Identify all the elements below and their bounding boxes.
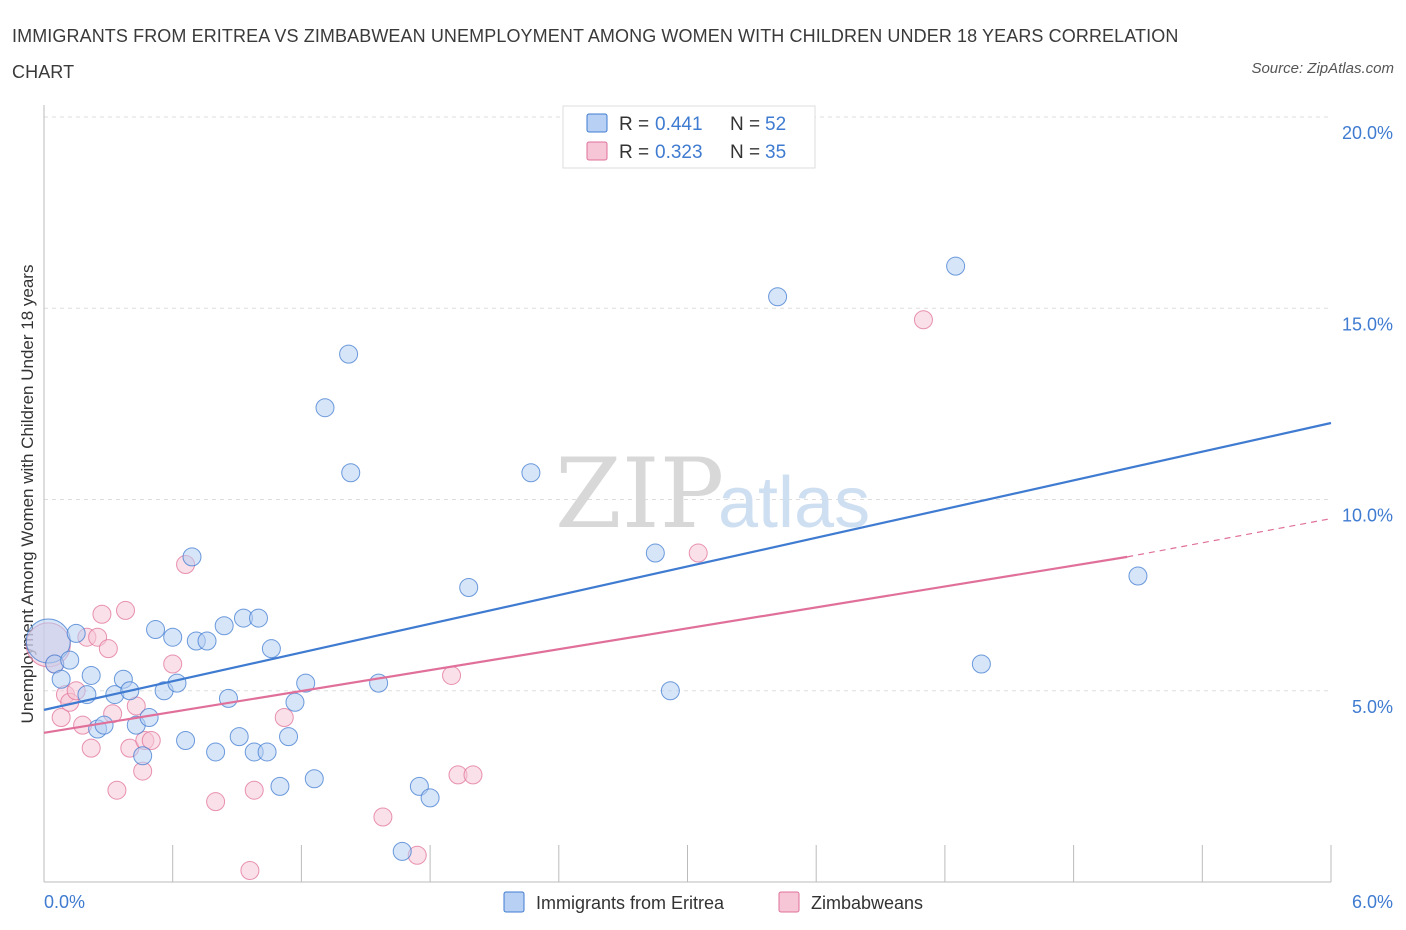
zimbabweans-trend-line: [43, 555, 1128, 734]
zimbabweans-point-30: [463, 765, 483, 785]
eritrea-point-23: [206, 742, 226, 762]
x-tick-label-max: 6.0%: [1352, 892, 1393, 912]
trend-lines: [43, 421, 1332, 734]
source-label: Source: ZipAtlas.com: [1251, 60, 1394, 77]
x-axis-ticks: [43, 845, 1332, 882]
eritrea-point-50: [971, 654, 991, 674]
y-tick-label-2: 15.0%: [1342, 314, 1393, 334]
eritrea-point-35: [296, 673, 316, 693]
zimbabweans-point-13: [107, 780, 127, 800]
eritrea-point-22: [197, 631, 217, 651]
eritrea-point-19: [176, 730, 196, 750]
zimbabweans-point-11: [98, 639, 118, 659]
eritrea-point-24: [214, 616, 234, 636]
watermark-zip: ZIP: [555, 438, 724, 550]
eritrea-point-48: [768, 287, 788, 307]
stats-legend: R = 0.441 N = 52 R = 0.323 N = 35: [562, 105, 816, 169]
eritrea-point-17: [163, 627, 183, 647]
zimbabweans-point-28: [442, 665, 462, 685]
zimbabweans-point-23: [240, 861, 260, 881]
stats-r-label-eritrea: R =: [619, 114, 649, 135]
eritrea-point-4: [51, 669, 71, 689]
eritrea-point-32: [270, 776, 290, 796]
eritrea-point-2: [60, 650, 80, 670]
stats-n-value-eritrea: 52: [765, 114, 786, 135]
eritrea-point-20: [182, 547, 202, 567]
zimbabweans-point-24: [244, 780, 264, 800]
zimbabweans-point-14: [116, 600, 136, 620]
zimbabweans-point-25: [274, 708, 294, 728]
eritrea-point-41: [392, 841, 412, 861]
eritrea-point-3: [66, 623, 86, 643]
eritrea-point-38: [339, 344, 359, 364]
zimbabweans-point-10: [92, 604, 112, 624]
eritrea-point-31: [261, 639, 281, 659]
stats-legend-swatch-zimbabweans: [586, 141, 608, 161]
stats-n-label-zimbabweans: N =: [730, 142, 760, 163]
zimbabweans-point-26: [373, 807, 393, 827]
y-axis-tick-labels: 5.0% 10.0% 15.0% 20.0%: [1342, 123, 1393, 717]
eritrea-point-33: [279, 727, 299, 747]
eritrea-trend-line: [43, 421, 1332, 711]
zimbabweans-point-22: [206, 792, 226, 812]
zimbabweans-point-32: [913, 310, 933, 330]
eritrea-point-26: [229, 727, 249, 747]
chart-title: IMMIGRANTS FROM ERITREA VS ZIMBABWEAN UN…: [12, 26, 1179, 82]
watermark: ZIP atlas: [555, 438, 870, 550]
eritrea-point-49: [946, 256, 966, 276]
eritrea-point-45: [521, 463, 541, 483]
legend-swatch-eritrea: [503, 891, 525, 913]
legend-label-zimbabweans: Zimbabweans: [811, 893, 923, 913]
eritrea-point-43: [420, 788, 440, 808]
stats-legend-swatch-eritrea: [586, 113, 608, 133]
eritrea-point-46: [645, 543, 665, 563]
zimbabweans-point-20: [163, 654, 183, 674]
zimbabweans-point-8: [81, 738, 101, 758]
eritrea-point-30: [257, 742, 277, 762]
zimbabweans-point-19: [141, 730, 161, 750]
y-tick-label-1: 10.0%: [1342, 506, 1393, 526]
eritrea-point-13: [133, 746, 153, 766]
series-legend: Immigrants from Eritrea Zimbabweans: [503, 891, 923, 913]
x-tick-label-min: 0.0%: [44, 892, 85, 912]
eritrea-point-47: [660, 681, 680, 701]
eritrea-point-29: [249, 608, 268, 628]
stats-r-label-zimbabweans: R =: [619, 142, 649, 163]
eritrea-point-15: [146, 620, 166, 640]
stats-n-label-eritrea: N =: [730, 114, 760, 135]
eritrea-point-34: [285, 692, 305, 712]
eritrea-point-39: [341, 463, 361, 483]
zimbabweans-trend-extension: [1127, 518, 1332, 558]
y-tick-label-0: 5.0%: [1352, 697, 1393, 717]
y-tick-label-3: 20.0%: [1342, 123, 1393, 143]
stats-n-value-zimbabweans: 35: [765, 142, 786, 163]
grid-lines: [44, 116, 1331, 692]
legend-label-eritrea: Immigrants from Eritrea: [536, 893, 725, 913]
eritrea-point-44: [459, 577, 479, 597]
eritrea-point-36: [304, 769, 324, 789]
zimbabweans-points: [25, 310, 933, 881]
eritrea-point-18: [167, 673, 187, 693]
zimbabweans-point-31: [688, 543, 708, 563]
stats-r-value-zimbabweans: 0.323: [655, 142, 703, 163]
legend-swatch-zimbabweans: [778, 891, 800, 913]
zimbabweans-point-2: [51, 708, 71, 728]
stats-r-value-eritrea: 0.441: [655, 114, 703, 135]
eritrea-points: [25, 256, 1148, 861]
eritrea-point-51: [1128, 566, 1148, 586]
y-axis-title: Unemployment Among Women with Children U…: [18, 265, 37, 724]
eritrea-point-6: [81, 665, 101, 685]
eritrea-point-37: [315, 398, 335, 418]
watermark-atlas: atlas: [718, 463, 870, 543]
